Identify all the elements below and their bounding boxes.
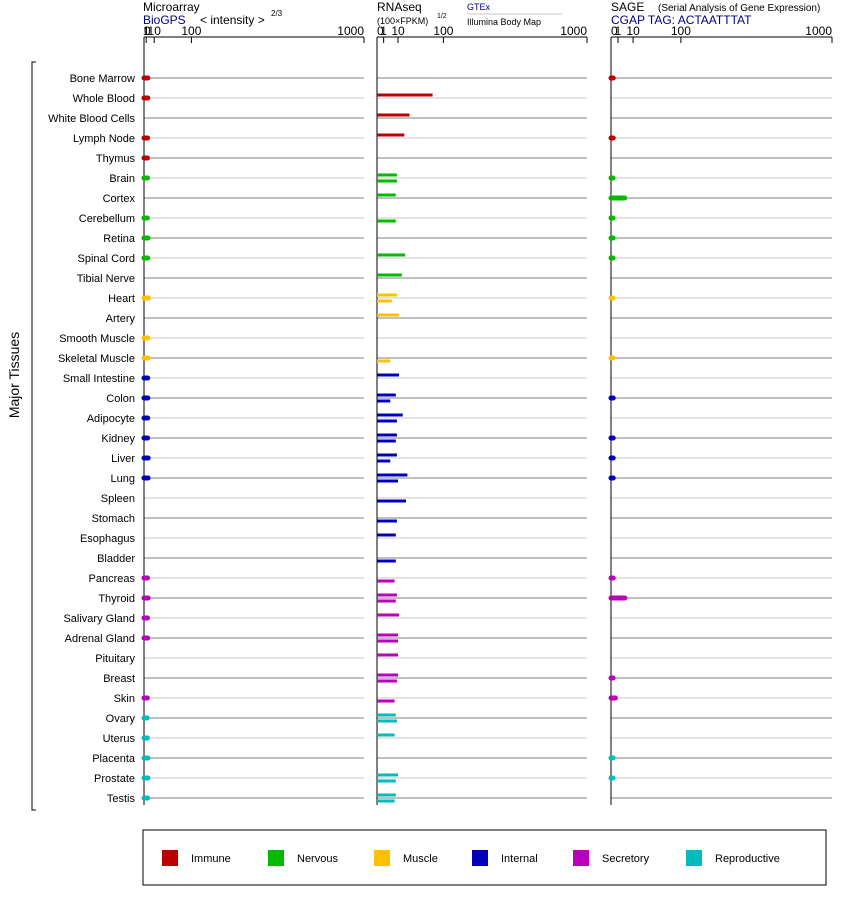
rnaseq-unit: (100×FPKM) (377, 16, 428, 26)
y-axis-bracket (31, 61, 36, 811)
sage-title: SAGE (611, 0, 644, 14)
sage-subtitle: (Serial Analysis of Gene Expression) (658, 3, 820, 14)
tissue-labels: Bone Marrow Whole Blood White Blood Cells L… (48, 73, 136, 805)
tissue-label: Prostate (94, 773, 135, 785)
tissue-label: Skeletal Muscle (58, 353, 135, 365)
tissue-label: Pancreas (89, 573, 136, 585)
tissue-label: Thyroid (98, 593, 135, 605)
x-tick-label: 0 (611, 24, 618, 38)
microarray-unit: < intensity > (200, 13, 265, 27)
microarray-header: Microarray BioGPS < intensity > 2/3 (143, 0, 283, 27)
tissue-label: Uterus (103, 733, 136, 745)
tissue-label: Tibial Nerve (77, 273, 135, 285)
legend-swatch (268, 850, 284, 866)
tissue-label: Breast (103, 673, 135, 685)
tissue-label: Lung (111, 473, 135, 485)
tissue-label: Artery (106, 313, 136, 325)
sage-header: SAGE (Serial Analysis of Gene Expression… (611, 0, 820, 27)
tissue-label: Pituitary (95, 653, 135, 665)
microarray-title: Microarray (143, 0, 200, 14)
rnaseq-header: RNAseq (100×FPKM) 1/2 GTEx Illumina Body… (377, 0, 562, 27)
biogps-link[interactable]: BioGPS (143, 13, 186, 27)
tissue-label: Esophagus (80, 533, 136, 545)
legend-swatch (686, 850, 702, 866)
x-tick-label: 1 (143, 24, 150, 38)
cgap-tag-link[interactable]: CGAP TAG: ACTAATTTAT (611, 13, 752, 27)
x-tick-label: 100 (671, 24, 691, 38)
tissue-label: Skin (114, 693, 135, 705)
rnaseq-unit-exponent: 1/2 (437, 13, 447, 20)
tissue-label: Spleen (101, 493, 135, 505)
x-tick-label: 1 (380, 24, 387, 38)
tissue-label: Liver (111, 453, 135, 465)
x-tick-label: 100 (433, 24, 453, 38)
tissue-label: Kidney (101, 433, 135, 445)
tissue-label: Stomach (92, 513, 135, 525)
tissue-label: Small Intestine (63, 373, 135, 385)
x-tick-label: 1 (615, 24, 622, 38)
tissue-label: Bladder (97, 553, 135, 565)
legend-label: Secretory (602, 853, 650, 865)
legend-label: Internal (501, 853, 538, 865)
tissue-label: Retina (103, 233, 136, 245)
legend-label: Immune (191, 853, 231, 865)
legend-swatch (374, 850, 390, 866)
tissue-label: Salivary Gland (63, 613, 135, 625)
tissue-label: Brain (109, 173, 135, 185)
microarray-unit-exponent: 2/3 (271, 9, 283, 18)
x-tick-label: 10 (391, 24, 405, 38)
rnaseq-title: RNAseq (377, 0, 422, 14)
tissue-label: Adrenal Gland (65, 633, 135, 645)
legend-swatch (472, 850, 488, 866)
tissue-label: White Blood Cells (48, 113, 135, 125)
tissue-label: Whole Blood (73, 93, 135, 105)
illumina-body-map-label: Illumina Body Map (467, 17, 541, 27)
rnaseq-panel: 01 10 100 1000 (376, 24, 588, 805)
tissue-label: Adipocyte (87, 413, 135, 425)
x-tick-label: 0 (144, 24, 151, 38)
tissue-label: Cerebellum (79, 213, 135, 225)
legend-swatch (573, 850, 589, 866)
tissue-label: Placenta (92, 753, 136, 765)
tissue-label: Cortex (103, 193, 136, 205)
tissue-label: Lymph Node (73, 133, 135, 145)
y-axis-label: Major Tissues (6, 332, 22, 418)
legend-label: Muscle (403, 853, 438, 865)
legend: Immune Nervous Muscle Internal Secretory Repr… (162, 850, 780, 866)
tissue-label: Heart (108, 293, 135, 305)
sage-panel: 01 10 100 1000 (608, 24, 833, 805)
tissue-label: Bone Marrow (70, 73, 135, 85)
x-tick-label: 0 (377, 24, 384, 38)
legend-label: Reproductive (715, 853, 780, 865)
tissue-label: Colon (106, 393, 135, 405)
x-tick-label: 1000 (560, 24, 587, 38)
x-tick-label: 1000 (805, 24, 832, 38)
tissue-label: Spinal Cord (78, 253, 135, 265)
tissue-label: Testis (107, 793, 136, 805)
x-tick-label: 1000 (337, 24, 364, 38)
legend-swatch (162, 850, 178, 866)
tissue-label: Ovary (106, 713, 136, 725)
tissue-label: Smooth Muscle (59, 333, 135, 345)
x-tick-label: 100 (181, 24, 201, 38)
x-tick-label: 10 (148, 24, 162, 38)
gtex-link[interactable]: GTEx (467, 2, 491, 12)
tissue-label: Thymus (96, 153, 136, 165)
legend-label: Nervous (297, 853, 338, 865)
x-tick-label: 10 (626, 24, 640, 38)
